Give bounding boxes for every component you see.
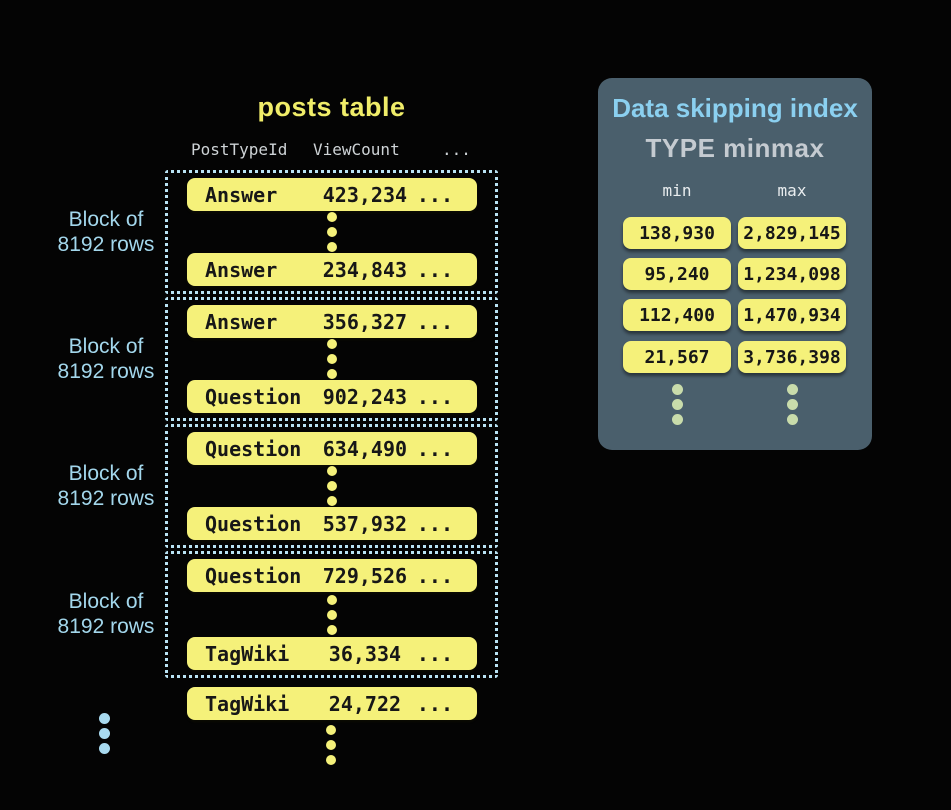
- post-type-cell: TagWiki: [205, 691, 290, 716]
- post-type-cell: Question: [205, 511, 302, 536]
- index-panel-title: Data skipping index: [612, 93, 858, 123]
- max-value-chip: 1,234,098: [738, 258, 846, 290]
- more-columns-ellipsis: ...: [416, 691, 453, 716]
- view-count-cell: 234,843: [322, 257, 408, 282]
- block-label-1: Block of 8192 rows: [18, 207, 194, 257]
- more-columns-ellipsis: ...: [416, 384, 453, 409]
- post-type-cell: Question: [205, 563, 302, 588]
- table-row: Answer 356,327 ...: [187, 305, 477, 338]
- table-row: Question 902,243 ...: [187, 380, 477, 413]
- view-count-cell: 36,334: [328, 641, 402, 666]
- column-header-more: ...: [442, 140, 471, 159]
- column-header-viewcount: ViewCount: [313, 140, 400, 159]
- min-column-header: min: [662, 181, 692, 200]
- max-column-header: max: [777, 181, 807, 200]
- more-blocks-dots: [98, 713, 110, 754]
- more-min-values-dots: [623, 384, 731, 425]
- max-value-chip: 1,470,934: [738, 299, 846, 331]
- post-type-cell: Question: [205, 384, 302, 409]
- min-value-chip: 138,930: [623, 217, 731, 249]
- block-label-line1: Block of: [68, 335, 144, 358]
- block-label-4: Block of 8192 rows: [18, 589, 194, 639]
- view-count-cell: 729,526: [322, 563, 408, 588]
- row-block-1: Answer 423,234 ... Answer 234,843 ...: [165, 170, 498, 294]
- post-type-cell: TagWiki: [205, 641, 290, 666]
- block-label-line2: 8192 rows: [57, 487, 155, 510]
- more-max-values-dots: [738, 384, 846, 425]
- block-label-line2: 8192 rows: [57, 233, 155, 256]
- block-label-3: Block of 8192 rows: [18, 461, 194, 511]
- table-row: Question 537,932 ...: [187, 507, 477, 540]
- more-columns-ellipsis: ...: [416, 182, 453, 207]
- view-count-cell: 356,327: [322, 309, 408, 334]
- block-label-line2: 8192 rows: [57, 360, 155, 383]
- table-row: Question 634,490 ...: [187, 432, 477, 465]
- row-block-2: Answer 356,327 ... Question 902,243 ...: [165, 297, 498, 421]
- post-type-cell: Question: [205, 436, 302, 461]
- block-label-line2: 8192 rows: [57, 615, 155, 638]
- posts-table-column-headers: PostTypeId ViewCount ...: [165, 140, 498, 164]
- table-row-overflow: TagWiki 24,722 ...: [187, 687, 477, 720]
- view-count-cell: 423,234: [322, 182, 408, 207]
- block-label-line1: Block of: [68, 462, 144, 485]
- block-label-line1: Block of: [68, 590, 144, 613]
- view-count-cell: 902,243: [322, 384, 408, 409]
- index-panel-subtitle: TYPE minmax: [645, 133, 825, 163]
- table-row: Question 729,526 ...: [187, 559, 477, 592]
- ellipsis-dots-vertical: [326, 466, 337, 506]
- post-type-cell: Answer: [205, 309, 278, 334]
- ellipsis-dots-vertical: [326, 594, 337, 635]
- data-skipping-index-panel: Data skipping index TYPE minmax min max …: [598, 78, 872, 450]
- table-row: TagWiki 36,334 ...: [187, 637, 477, 670]
- post-type-cell: Answer: [205, 182, 278, 207]
- more-columns-ellipsis: ...: [416, 641, 453, 666]
- more-columns-ellipsis: ...: [416, 309, 453, 334]
- ellipsis-dots-vertical: [326, 212, 337, 252]
- row-block-3: Question 634,490 ... Question 537,932 ..…: [165, 424, 498, 548]
- ellipsis-dots-vertical: [326, 339, 337, 379]
- min-value-chip: 21,567: [623, 341, 731, 373]
- view-count-cell: 634,490: [322, 436, 408, 461]
- block-label-2: Block of 8192 rows: [18, 334, 194, 384]
- view-count-cell: 24,722: [328, 691, 402, 716]
- max-value-chip: 3,736,398: [738, 341, 846, 373]
- posts-table-title: posts table: [257, 92, 406, 122]
- row-block-4: Question 729,526 ... TagWiki 36,334 ...: [165, 551, 498, 678]
- block-label-line1: Block of: [68, 208, 144, 231]
- more-rows-dots: [324, 725, 338, 765]
- max-value-chip: 2,829,145: [738, 217, 846, 249]
- post-type-cell: Answer: [205, 257, 278, 282]
- table-row: Answer 423,234 ...: [187, 178, 477, 211]
- min-value-chip: 95,240: [623, 258, 731, 290]
- more-columns-ellipsis: ...: [416, 436, 453, 461]
- more-columns-ellipsis: ...: [416, 563, 453, 588]
- view-count-cell: 537,932: [322, 511, 408, 536]
- column-header-posttypeid: PostTypeId: [191, 140, 288, 159]
- table-row: Answer 234,843 ...: [187, 253, 477, 286]
- min-value-chip: 112,400: [623, 299, 731, 331]
- more-columns-ellipsis: ...: [416, 511, 453, 536]
- more-columns-ellipsis: ...: [416, 257, 453, 282]
